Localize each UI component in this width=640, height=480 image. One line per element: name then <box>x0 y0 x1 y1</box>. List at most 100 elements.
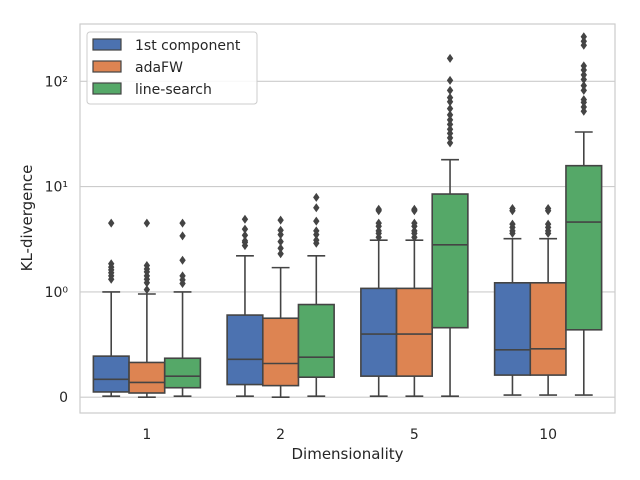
legend-frame <box>86 31 258 105</box>
box-iqr <box>226 314 264 386</box>
x-axis-ticks: 1 2 5 10 <box>142 427 557 443</box>
outlier-point <box>580 81 587 91</box>
outlier-point <box>143 218 151 228</box>
x-tick-label: 1 <box>142 427 151 443</box>
box <box>529 203 567 396</box>
box <box>226 214 264 397</box>
outlier-point <box>580 61 587 71</box>
box <box>261 215 300 399</box>
outlier-point <box>446 138 454 148</box>
y-tick-label: 10⁰ <box>45 285 69 301</box>
y-tick-label: 10¹ <box>45 180 68 196</box>
box-iqr <box>163 357 202 389</box>
box <box>395 204 434 397</box>
outlier-point <box>446 104 454 114</box>
legend-swatch <box>92 38 122 51</box>
box-iqr <box>431 193 469 329</box>
box-iqr <box>529 282 567 376</box>
box <box>360 204 398 397</box>
x-tick-label: 2 <box>276 427 285 443</box>
outlier-point <box>241 224 249 234</box>
series-1st-component <box>92 203 532 397</box>
legend: 1st component adaFW line-search <box>86 31 258 105</box>
outlier-point <box>446 93 454 103</box>
outlier-point <box>179 218 186 228</box>
outlier-point <box>411 218 418 228</box>
x-axis-title: Dimensionality <box>291 445 403 463</box>
outlier-point <box>544 219 552 229</box>
outlier-point <box>580 36 587 46</box>
outlier-point <box>580 85 587 95</box>
outlier-point <box>446 133 454 143</box>
outlier-point <box>509 219 516 229</box>
box <box>163 218 202 397</box>
outlier-point <box>313 192 320 202</box>
legend-label: line-search <box>135 82 212 98</box>
outlier-point <box>375 218 382 228</box>
y-tick-label: 10² <box>45 74 68 90</box>
legend-label: adaFW <box>135 60 183 76</box>
y-axis-title: KL-divergence <box>18 165 36 272</box>
box-iqr <box>128 361 166 394</box>
y-tick-label: 0 <box>59 390 68 406</box>
outlier-point <box>241 236 249 246</box>
outlier-point <box>179 255 186 265</box>
outlier-point <box>446 115 454 125</box>
outlier-point <box>375 226 382 236</box>
box-iqr <box>565 164 603 331</box>
outlier-point <box>580 32 587 42</box>
y-axis-ticks: 0 10⁰ 10¹ 10² <box>45 74 69 406</box>
outlier-point <box>277 249 284 259</box>
x-tick-label: 5 <box>410 427 419 443</box>
box-iqr <box>261 317 300 387</box>
outlier-point <box>313 235 320 245</box>
box <box>128 218 166 399</box>
box-iqr <box>297 303 335 378</box>
box <box>431 53 469 397</box>
box-iqr <box>493 282 532 376</box>
outlier-point <box>179 271 186 281</box>
outlier-point <box>446 85 454 95</box>
series-line-search <box>163 32 603 397</box>
outlier-point <box>446 75 454 85</box>
outlier-point <box>313 226 320 236</box>
outlier-point <box>446 53 454 63</box>
outlier-point <box>143 285 151 295</box>
outlier-point <box>580 102 587 112</box>
box <box>297 192 335 397</box>
outlier-point <box>580 95 587 105</box>
outlier-point <box>241 230 249 240</box>
legend-swatch <box>92 82 122 95</box>
box-series <box>92 32 603 399</box>
outlier-point <box>375 204 382 214</box>
plot-frame <box>79 23 616 414</box>
outlier-point <box>313 203 320 213</box>
legend-swatch <box>92 60 122 73</box>
box <box>92 218 130 397</box>
outlier-point <box>108 259 115 269</box>
outlier-point <box>143 261 151 271</box>
box <box>565 32 603 396</box>
x-tick-label: 10 <box>539 427 557 443</box>
outlier-point <box>446 124 454 134</box>
box-iqr <box>360 287 398 377</box>
box-iqr <box>92 355 130 393</box>
outlier-point <box>277 225 284 235</box>
outlier-point <box>277 243 284 253</box>
outlier-point <box>509 203 516 213</box>
outlier-point <box>313 216 320 226</box>
outlier-point <box>446 110 454 120</box>
outlier-point <box>277 237 284 247</box>
outlier-point <box>580 74 587 84</box>
series-adafw <box>128 203 567 399</box>
outlier-point <box>580 70 587 80</box>
outlier-point <box>411 226 418 236</box>
outlier-point <box>544 203 552 213</box>
outlier-point <box>277 215 284 225</box>
outlier-point <box>108 218 115 228</box>
legend-label: 1st component <box>135 38 241 54</box>
box-iqr <box>395 287 434 377</box>
outlier-point <box>179 231 186 241</box>
outlier-point <box>411 204 418 214</box>
